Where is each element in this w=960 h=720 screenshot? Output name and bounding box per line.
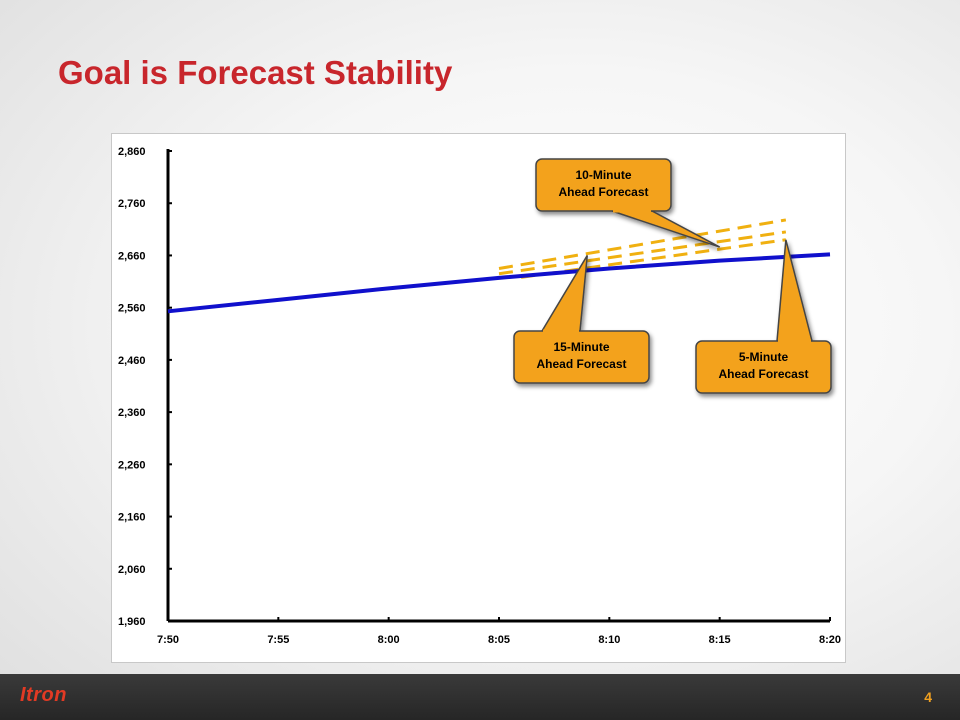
x-tick-label: 8:15 (709, 634, 731, 646)
x-tick-label: 7:55 (267, 634, 289, 646)
callout-1 (513, 255, 650, 384)
x-tick-label: 8:05 (488, 634, 510, 646)
callout-text: 15-Minute (553, 340, 609, 354)
callout-2 (695, 239, 832, 394)
y-tick-label: 2,160 (118, 512, 146, 524)
footer-bar: Itron 4 (0, 674, 960, 720)
y-tick-label: 2,260 (118, 459, 146, 471)
callout-pointer (611, 210, 721, 248)
y-tick-label: 2,760 (118, 198, 146, 210)
actual-load-line (167, 252, 831, 314)
callout-box (695, 340, 832, 394)
callout-box (535, 158, 672, 212)
forecast-line-1 (498, 218, 787, 270)
forecast-chart: 2,860 2,760 2,660 2,560 2,460 2,360 2,260 2,160… (111, 133, 846, 663)
y-tick-label: 2,560 (118, 303, 146, 315)
y-tick-label: 2,660 (118, 250, 146, 262)
x-tick-label: 8:10 (598, 634, 620, 646)
forecast-line-2 (498, 230, 787, 276)
callout-text: Ahead Forecast (718, 367, 808, 381)
page-number: 4 (924, 689, 932, 705)
slide-title: Goal is Forecast Stability (58, 54, 453, 91)
callout-text: 10-Minute (575, 168, 631, 182)
callout-text: Ahead Forecast (558, 185, 648, 199)
itron-logo: Itron (20, 684, 67, 706)
x-tick-label: 7:50 (157, 634, 179, 646)
chart-canvas: 2,860 2,760 2,660 2,560 2,460 2,360 2,260 2,160… (118, 146, 841, 646)
y-tick-label: 2,460 (118, 355, 146, 367)
x-tick-label: 8:20 (819, 634, 841, 646)
callout-0 (535, 158, 721, 248)
y-tick-label: 1,960 (118, 616, 146, 628)
callout-box (513, 330, 650, 384)
callout-text: 5-Minute (739, 350, 789, 364)
y-tick-label: 2,360 (118, 407, 146, 419)
x-tick-label: 8:00 (378, 634, 400, 646)
callout-text: Ahead Forecast (536, 357, 626, 371)
y-tick-label: 2,860 (118, 146, 146, 158)
y-tick-label: 2,060 (118, 564, 146, 576)
